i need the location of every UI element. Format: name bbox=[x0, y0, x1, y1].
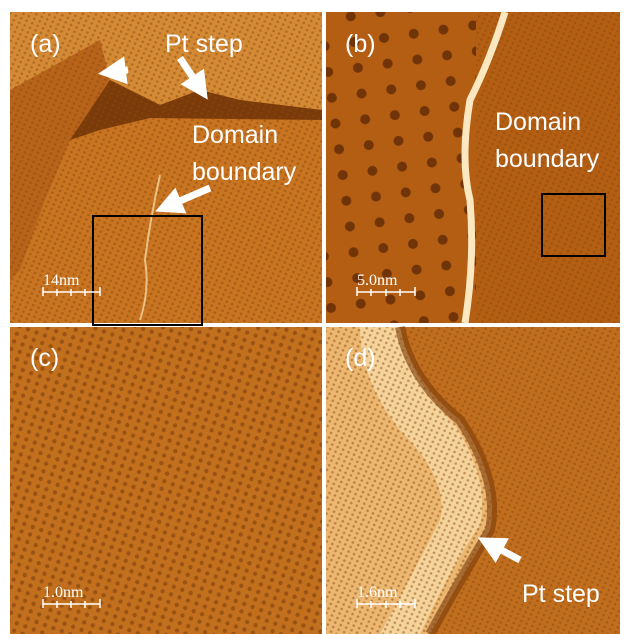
scale-label: 1.6nm bbox=[357, 584, 398, 601]
panel-label: (c) bbox=[30, 344, 59, 372]
annotation: boundary bbox=[192, 158, 297, 186]
annotation: Pt step bbox=[522, 580, 600, 608]
panel-d: (d) Pt step 1.6nm bbox=[326, 326, 620, 634]
annotation: Domain bbox=[495, 108, 581, 136]
panel-label: (d) bbox=[345, 344, 376, 372]
annotation: Domain bbox=[192, 121, 278, 149]
scale-label: 1.0nm bbox=[43, 584, 84, 601]
panel-c: (c) 1.0nm bbox=[10, 327, 322, 634]
panel-b: (b) Domain boundary 5.0nm bbox=[326, 10, 620, 324]
scale-label: 14nm bbox=[43, 272, 80, 289]
panel-label: (a) bbox=[30, 30, 61, 58]
annotation: boundary bbox=[495, 145, 600, 173]
scale-label: 5.0nm bbox=[357, 272, 398, 289]
panel-label: (b) bbox=[345, 30, 376, 58]
panel-a: (a) Pt step Domain boundary 14nm bbox=[10, 12, 322, 326]
annotation: Pt step bbox=[165, 30, 243, 58]
